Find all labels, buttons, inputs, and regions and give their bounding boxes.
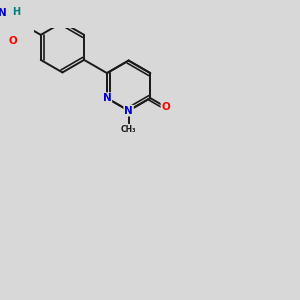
Text: N: N: [124, 106, 133, 116]
Text: N: N: [103, 93, 111, 103]
Text: CH₃: CH₃: [121, 124, 136, 134]
Text: O: O: [161, 102, 170, 112]
Text: N: N: [0, 8, 7, 18]
Text: H: H: [12, 7, 20, 17]
Text: O: O: [8, 35, 17, 46]
